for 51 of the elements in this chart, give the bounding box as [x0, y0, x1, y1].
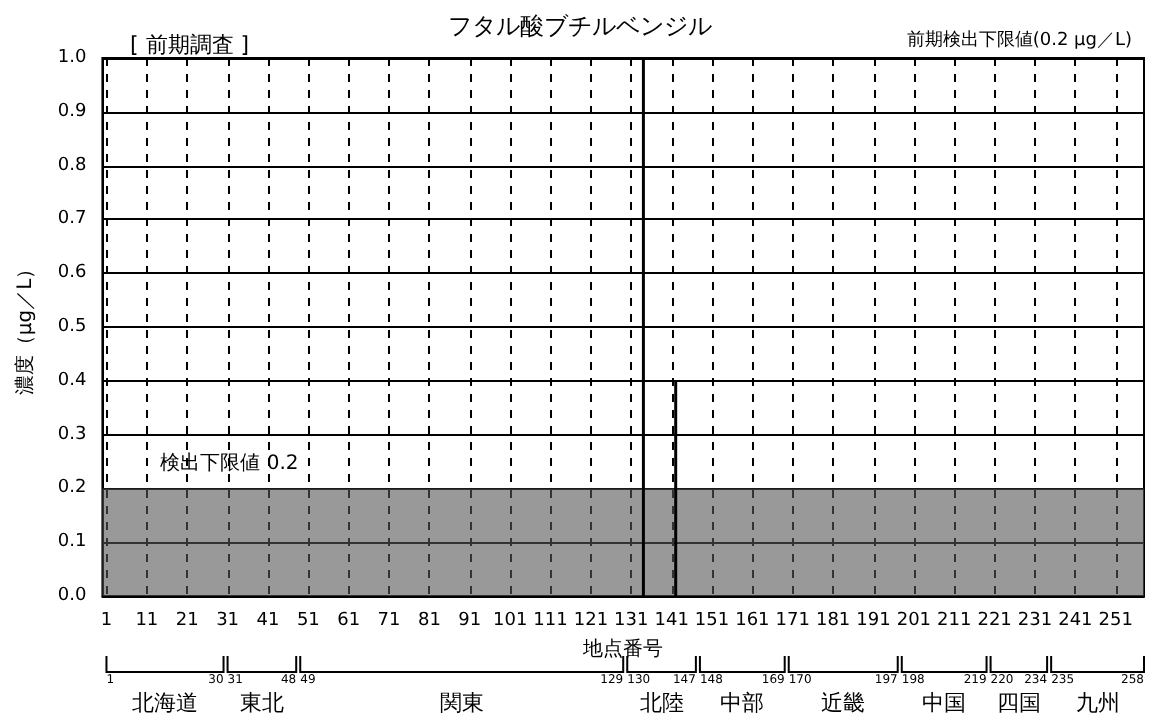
x-axis-title: 地点番号	[581, 636, 664, 661]
x-tick-label: 231	[1017, 611, 1053, 631]
x-tick-label: 221	[977, 611, 1012, 631]
y-tick-label: 0.7	[57, 209, 87, 230]
text: 東北	[239, 690, 284, 716]
x-tick-label: 71	[377, 611, 401, 631]
y-tick-label: 0.5	[57, 317, 87, 337]
x-tick-label: 91	[458, 611, 482, 631]
x-tick-label: 51	[296, 611, 320, 631]
y-tick-label: 0.4	[57, 370, 87, 391]
x-tick-label: 111	[533, 611, 568, 631]
x-tick-label: 121	[573, 611, 609, 631]
text: 四国	[996, 690, 1041, 716]
y-tick-label: 0.3	[57, 424, 87, 445]
x-tick-label: 61	[337, 611, 361, 631]
y-tick-label: 1.0	[57, 48, 87, 68]
text: 近畿	[821, 690, 866, 716]
x-tick-label: 161	[735, 611, 770, 631]
x-tick-label: 31	[216, 611, 240, 631]
y-tick-label: 0.6	[57, 263, 87, 284]
chart-subtitle: [ 前期調査 ]	[130, 32, 250, 58]
x-tick-label: 21	[175, 611, 199, 631]
x-tick-label: 81	[417, 611, 441, 631]
y-tick-label: 0.0	[57, 586, 87, 606]
chart-title: フタル酸ブチルベンジル	[448, 12, 712, 40]
text: 中国	[922, 690, 967, 716]
y-tick-label: 0.1	[57, 532, 87, 553]
x-tick-label: 251	[1098, 611, 1133, 631]
text: 北陸	[639, 690, 684, 716]
y-tick-label: 0.2	[57, 478, 87, 499]
x-tick-label: 11	[135, 611, 159, 631]
x-tick-label: 41	[256, 611, 280, 631]
text: 九州	[1075, 690, 1120, 716]
x-tick-label: 1	[100, 611, 113, 631]
x-tick-label: 141	[654, 611, 689, 631]
x-tick-label: 211	[937, 611, 972, 631]
text: 北海道	[132, 690, 198, 716]
text: 前期検出下限値(0.2 μg／L)	[906, 29, 1133, 51]
x-tick-label: 181	[815, 611, 851, 631]
y-axis-title: 濃度（μg／L）	[13, 258, 37, 396]
x-tick-label: 201	[896, 611, 932, 631]
x-tick-label: 241	[1058, 611, 1093, 631]
text: 中部	[720, 690, 765, 716]
text: 関東	[439, 690, 484, 716]
y-tick-label: 0.9	[57, 101, 87, 122]
x-tick-label: 191	[856, 611, 891, 631]
x-tick-label: 131	[614, 611, 649, 631]
x-tick-label: 151	[694, 611, 730, 631]
x-tick-label: 171	[775, 611, 810, 631]
x-tick-label: 101	[492, 611, 528, 631]
y-tick-label: 0.8	[57, 155, 87, 176]
